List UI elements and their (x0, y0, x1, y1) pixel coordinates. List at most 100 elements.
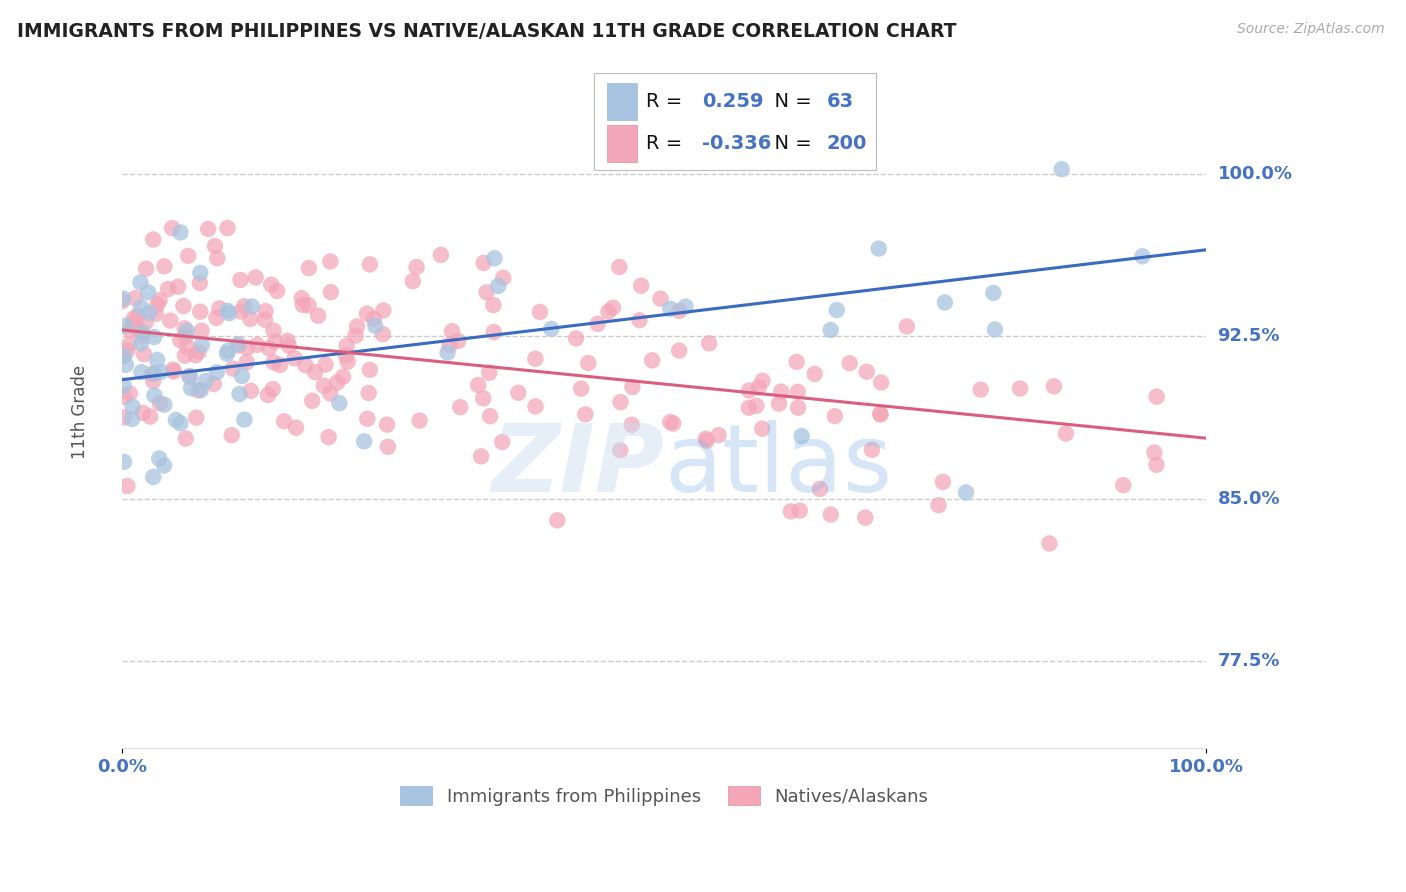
Point (868, 242, 890, 256)
Point (824, 409, 846, 424)
Point (169, 333, 191, 347)
Point (315, 358, 337, 372)
Point (233, 299, 256, 313)
Point (768, 397, 790, 411)
Point (263, 324, 285, 338)
Text: 85.0%: 85.0% (1218, 490, 1281, 508)
Point (205, 310, 228, 325)
Point (142, 470, 165, 484)
Point (217, 343, 239, 358)
Text: N =: N = (762, 134, 818, 153)
Point (146, 352, 169, 367)
Point (662, 417, 685, 431)
Point (675, 300, 697, 314)
Point (373, 303, 395, 318)
Point (153, 398, 176, 412)
Point (298, 261, 321, 276)
Point (208, 301, 231, 316)
Point (159, 313, 181, 327)
Text: IMMIGRANTS FROM PHILIPPINES VS NATIVE/ALASKAN 11TH GRADE CORRELATION CHART: IMMIGRANTS FROM PHILIPPINES VS NATIVE/AL… (17, 22, 956, 41)
Point (124, 291, 146, 305)
Point (197, 222, 219, 236)
Point (609, 443, 631, 458)
Point (984, 322, 1007, 336)
Point (1043, 379, 1066, 393)
Point (138, 306, 160, 320)
Point (239, 384, 262, 398)
Point (486, 279, 509, 293)
Point (188, 266, 211, 280)
Point (239, 312, 262, 326)
Point (307, 309, 329, 323)
Point (177, 249, 200, 263)
Point (142, 233, 165, 247)
Point (141, 367, 163, 381)
Point (602, 301, 624, 315)
Text: Source: ZipAtlas.com: Source: ZipAtlas.com (1237, 22, 1385, 37)
Point (969, 383, 991, 397)
Point (328, 396, 350, 410)
Point (650, 292, 672, 306)
Point (233, 412, 256, 426)
Point (641, 353, 664, 368)
Point (896, 319, 918, 334)
Point (1112, 478, 1135, 492)
Point (127, 309, 149, 323)
Point (482, 325, 505, 339)
Point (668, 304, 690, 318)
Point (149, 293, 172, 308)
Point (790, 429, 813, 443)
Point (190, 383, 212, 397)
Point (112, 390, 135, 404)
Point (112, 410, 135, 425)
Point (231, 369, 253, 384)
Point (174, 432, 197, 446)
Point (430, 248, 453, 262)
Point (285, 420, 308, 434)
Point (254, 304, 277, 318)
Point (870, 376, 893, 390)
Point (377, 440, 399, 454)
Point (191, 338, 214, 352)
Point (246, 338, 269, 352)
Point (132, 406, 155, 420)
Text: ZIP: ZIP (491, 420, 664, 512)
Text: 0.259: 0.259 (702, 92, 763, 111)
Point (628, 313, 651, 327)
Point (787, 401, 810, 415)
Point (118, 337, 141, 351)
Point (586, 317, 609, 331)
Point (336, 355, 359, 369)
Point (162, 362, 184, 376)
Point (607, 260, 630, 274)
Point (263, 355, 285, 369)
Point (125, 321, 148, 335)
Point (770, 384, 793, 399)
Point (226, 337, 249, 351)
Point (262, 382, 284, 396)
Point (659, 415, 682, 429)
Point (609, 395, 631, 409)
Point (470, 450, 492, 464)
Point (257, 388, 280, 402)
Point (264, 334, 287, 349)
Point (172, 299, 194, 313)
Point (375, 417, 398, 432)
Point (855, 365, 877, 379)
Point (122, 311, 145, 326)
Point (135, 315, 157, 329)
Text: 63: 63 (827, 92, 853, 111)
Point (467, 378, 489, 392)
Point (117, 479, 139, 493)
Point (176, 324, 198, 338)
Point (240, 299, 263, 313)
Point (131, 365, 153, 379)
Point (491, 434, 513, 449)
Point (146, 298, 169, 312)
Point (188, 304, 211, 318)
Point (266, 284, 288, 298)
Point (371, 327, 394, 342)
Point (1130, 249, 1153, 263)
Point (363, 311, 385, 326)
FancyBboxPatch shape (593, 73, 876, 170)
